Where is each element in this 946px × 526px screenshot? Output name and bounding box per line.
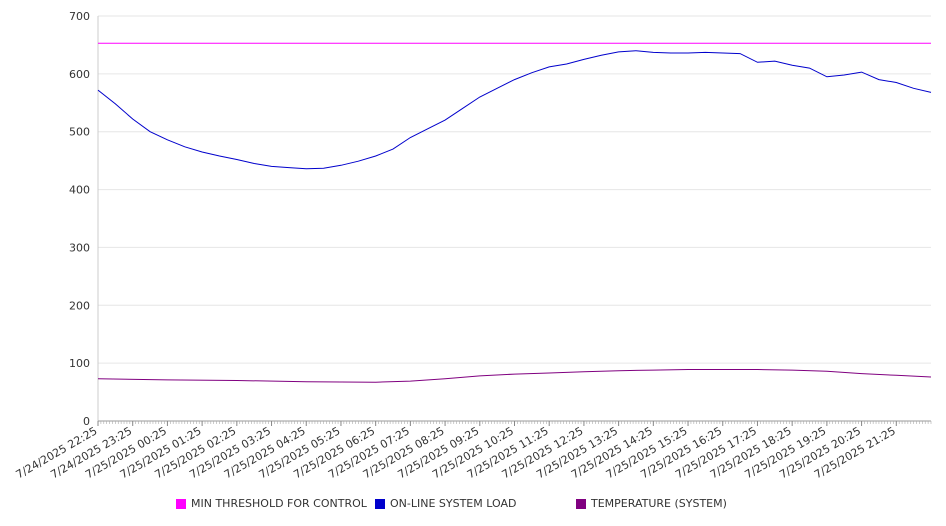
legend-label: TEMPERATURE (SYSTEM) [591, 497, 727, 510]
series-line-2 [97, 369, 932, 383]
y-tick-label: 0 [83, 415, 90, 428]
grid-lines [98, 15, 931, 364]
legend-label: ON-LINE SYSTEM LOAD [390, 497, 517, 510]
series-line-1 [97, 50, 932, 170]
y-tick-label: 600 [69, 68, 90, 81]
y-tick-label: 100 [69, 357, 90, 370]
y-tick-label: 500 [69, 126, 90, 139]
y-tick-label: 400 [69, 184, 90, 197]
legend-swatch [176, 498, 186, 509]
axes [97, 16, 932, 426]
y-axis-ticks: 0 100 200 300 400 500 600 700 [69, 10, 90, 428]
series-lines [97, 42, 932, 383]
x-axis-ticks: 7/24/2025 22:257/24/2025 23:257/25/2025 … [14, 424, 898, 481]
legend-item: TEMPERATURE (SYSTEM) [576, 497, 727, 510]
y-tick-label: 300 [69, 241, 90, 254]
legend-label: MIN THRESHOLD FOR CONTROL [191, 497, 367, 510]
y-tick-label: 200 [69, 299, 90, 312]
legend-item: MIN THRESHOLD FOR CONTROL [176, 497, 367, 510]
legend-item: ON-LINE SYSTEM LOAD [375, 497, 516, 510]
legend-swatch [576, 498, 586, 509]
legend-swatch [375, 498, 385, 509]
legend: MIN THRESHOLD FOR CONTROL ON-LINE SYSTEM … [0, 497, 946, 517]
y-tick-label: 700 [69, 10, 90, 23]
